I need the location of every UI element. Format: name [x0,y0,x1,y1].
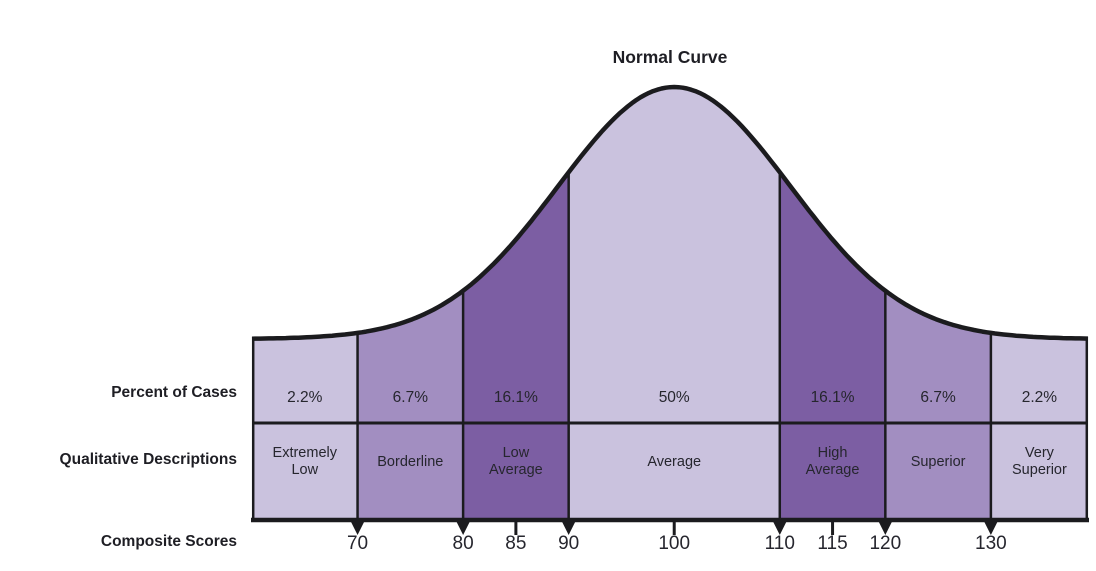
row-label-composite-scores: Composite Scores [100,533,237,550]
percent-cell: 2.2% [287,388,323,406]
row-label-qualitative-descriptions: Qualitative Descriptions [59,451,237,468]
score-tick-label: 115 [817,533,848,554]
description-cell: High Average [805,445,860,478]
description-cell: Extremely Low [272,445,337,478]
major-tick-triangle [984,522,998,535]
major-tick-triangle [351,522,365,535]
description-cell: Very Superior [1012,445,1067,478]
description-cell: Superior [910,453,966,470]
percent-cell: 6.7% [392,388,428,406]
description-cell: Borderline [377,453,444,470]
percent-cell: 50% [658,388,690,406]
score-tick-label: 70 [346,533,369,554]
percent-cell: 6.7% [920,388,956,406]
score-tick-label: 90 [558,533,580,554]
score-tick-label: 110 [764,533,795,554]
score-tick-label: 130 [975,533,1007,554]
major-tick-triangle [773,522,787,535]
percent-cell: 2.2% [1021,388,1058,406]
curve-outline [251,84,1089,341]
percent-cell: 16.1% [810,388,855,406]
score-tick-label: 85 [505,533,527,554]
row-label-percent-of-cases: Percent of Cases [111,384,237,401]
major-tick-triangle [456,522,470,535]
description-cell: Low Average [489,445,543,478]
score-tick-label: 120 [869,533,902,554]
major-tick-triangle [562,522,576,535]
description-cell: Average [647,453,702,470]
score-tick-label: 80 [452,533,474,554]
chart-title: Normal Curve [612,47,728,67]
percent-cell: 16.1% [493,388,538,406]
score-tick-label: 100 [658,533,691,554]
band-fill [568,87,780,520]
major-tick-triangle [878,522,892,535]
